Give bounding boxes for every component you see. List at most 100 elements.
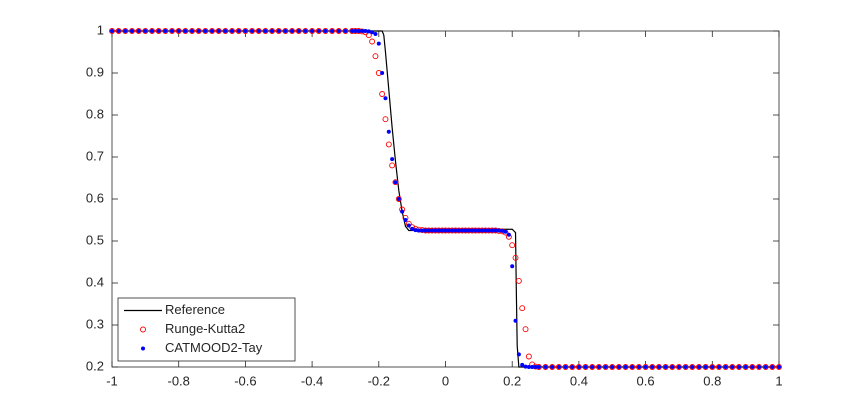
data-point	[350, 29, 355, 33]
data-point	[406, 223, 411, 228]
data-point	[669, 364, 676, 370]
data-point	[622, 364, 629, 370]
data-point	[390, 157, 395, 162]
data-point	[156, 29, 161, 33]
data-point	[483, 228, 488, 233]
data-point	[420, 228, 425, 233]
data-point	[276, 29, 281, 33]
data-point	[302, 28, 309, 34]
data-point	[509, 242, 516, 249]
legend-swatch	[141, 346, 145, 351]
data-point	[370, 30, 375, 35]
data-point	[769, 364, 776, 370]
data-point	[216, 29, 221, 33]
data-point	[630, 365, 635, 369]
x-tick-label: -1	[106, 373, 118, 388]
legend-label: Runge-Kutta2	[165, 321, 245, 336]
data-point	[255, 28, 262, 34]
data-point	[642, 364, 649, 370]
data-point	[223, 29, 228, 33]
data-point	[222, 28, 229, 34]
data-point	[777, 365, 781, 369]
data-point	[290, 29, 295, 33]
data-point	[129, 28, 135, 34]
data-point	[195, 28, 202, 34]
data-point	[709, 364, 716, 370]
y-tick-label: 0.3	[86, 316, 104, 331]
data-point	[616, 365, 621, 369]
data-point	[423, 228, 428, 233]
data-point	[235, 28, 242, 34]
data-point	[493, 228, 498, 233]
data-point	[569, 364, 576, 370]
data-point	[682, 364, 689, 370]
data-point	[562, 364, 569, 370]
data-point	[650, 365, 655, 369]
y-tick-label: 0.4	[86, 274, 104, 289]
data-point	[743, 365, 748, 369]
data-point	[453, 228, 458, 233]
data-point	[636, 365, 641, 369]
data-point	[270, 29, 275, 33]
data-point	[269, 28, 276, 34]
y-tick-label: 0.5	[86, 232, 104, 247]
data-point	[202, 28, 209, 34]
data-point	[736, 365, 741, 369]
data-point	[549, 364, 556, 370]
data-point	[736, 364, 742, 370]
data-point	[655, 364, 662, 370]
data-point	[466, 228, 471, 233]
data-point	[522, 326, 529, 333]
y-tick-label: 0.7	[86, 148, 104, 163]
data-point	[196, 29, 201, 33]
data-point	[595, 364, 602, 370]
data-point	[513, 318, 518, 323]
data-point	[360, 29, 365, 33]
data-point	[602, 364, 609, 370]
x-tick-label: 0.8	[703, 373, 721, 388]
data-point	[322, 28, 329, 34]
data-point	[162, 28, 169, 34]
data-point	[380, 71, 385, 75]
data-point	[303, 29, 308, 33]
data-point	[463, 228, 468, 233]
data-point	[730, 365, 735, 369]
data-point	[589, 364, 596, 370]
data-point	[130, 29, 135, 33]
data-point	[530, 365, 535, 369]
data-point	[582, 364, 589, 370]
data-point	[750, 365, 755, 369]
data-point	[576, 365, 581, 369]
data-point	[519, 305, 526, 312]
data-point	[729, 364, 736, 370]
data-point	[629, 364, 636, 370]
legend-box	[117, 297, 296, 362]
data-point	[656, 365, 661, 369]
data-point	[242, 28, 249, 34]
data-point	[410, 226, 415, 231]
data-point	[523, 364, 528, 369]
data-point	[356, 29, 361, 33]
data-point	[243, 29, 248, 33]
data-point	[229, 28, 236, 34]
data-point	[123, 29, 128, 33]
data-point	[283, 29, 288, 33]
data-point	[150, 29, 155, 33]
data-point	[496, 228, 501, 233]
data-point	[230, 29, 235, 33]
data-point	[249, 28, 256, 34]
data-point	[550, 365, 555, 369]
data-point	[615, 364, 622, 370]
data-point	[723, 365, 728, 369]
x-tick-label: -0.2	[368, 373, 390, 388]
y-tick-label: 0.2	[86, 358, 104, 373]
x-tick-label: 0.4	[570, 373, 588, 388]
data-point	[510, 264, 515, 269]
data-point	[450, 228, 455, 233]
data-point	[282, 28, 289, 34]
data-point	[163, 29, 168, 33]
data-point	[526, 365, 531, 369]
data-point	[116, 29, 121, 33]
data-point	[609, 364, 616, 370]
data-point	[176, 29, 181, 33]
